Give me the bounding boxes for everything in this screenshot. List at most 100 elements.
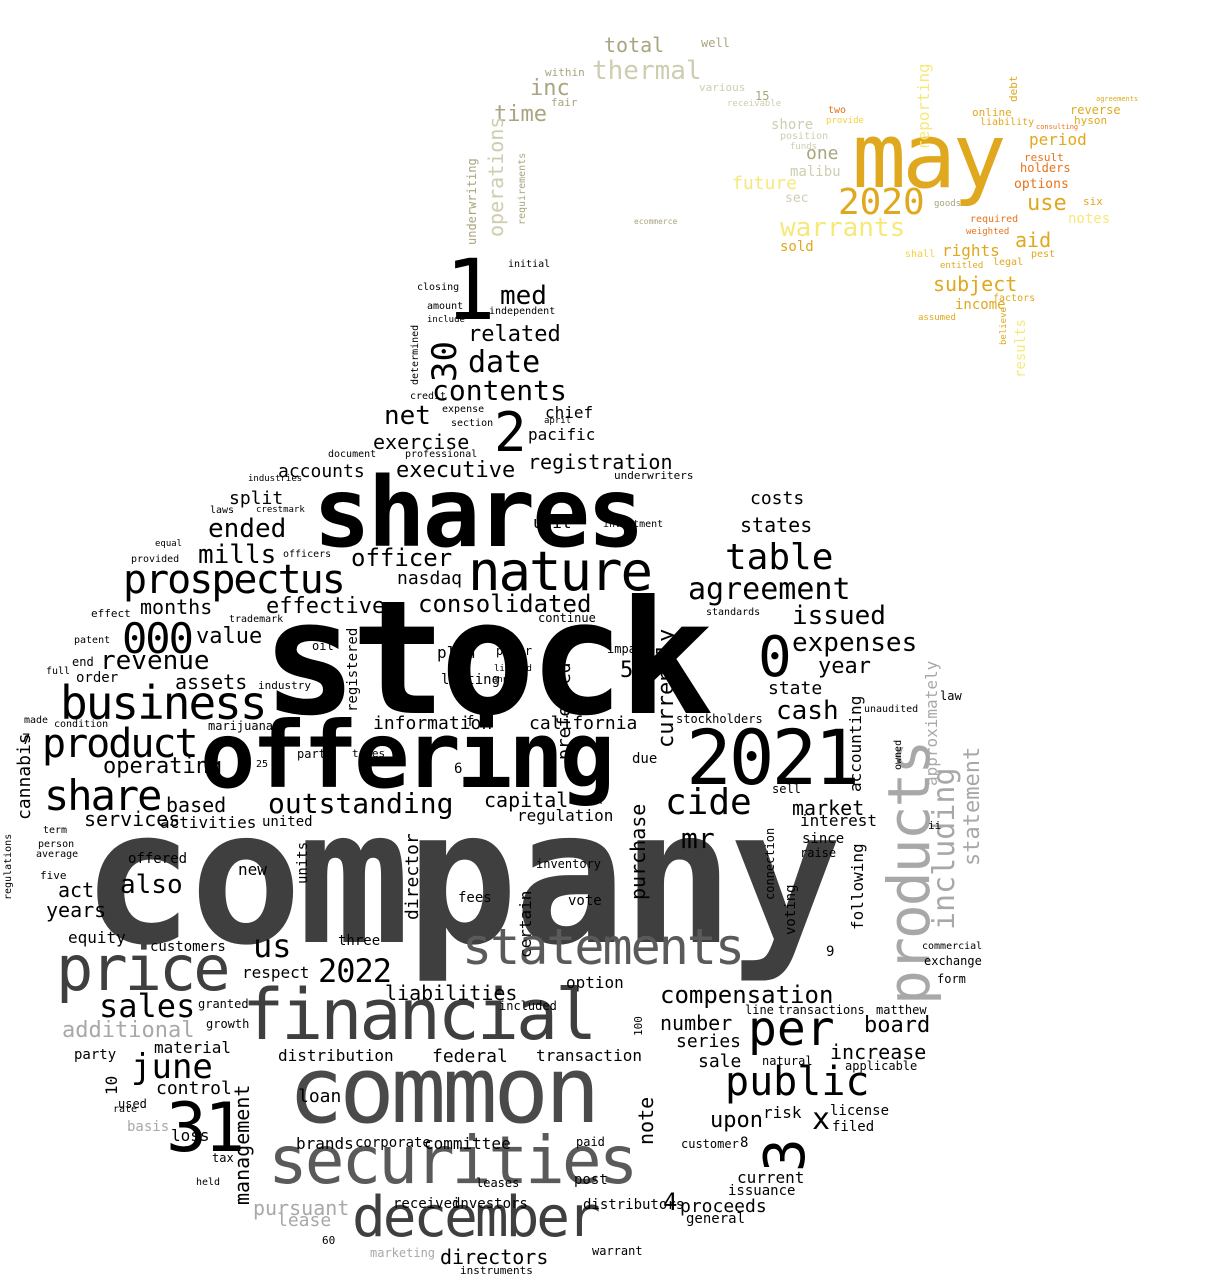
word-sec: sec (785, 191, 809, 206)
word-six: six (1083, 195, 1103, 208)
word-vote: vote (568, 893, 602, 909)
word-goods: goods (934, 199, 962, 209)
word-regulations: regulations (3, 833, 14, 900)
word-fees: fees (458, 890, 492, 906)
word-voting: voting (783, 884, 799, 935)
word-dr: dr (592, 794, 606, 807)
word-underwriting: underwriting (465, 158, 479, 245)
word-corporate: corporate (355, 1135, 431, 1151)
word-taxes: taxes (352, 747, 386, 760)
word-directors: directors (440, 1245, 549, 1269)
word-include: include (427, 315, 465, 325)
word-owned: owned (893, 739, 904, 770)
word-malibu: malibu (790, 164, 841, 180)
word-warrants: warrants (780, 213, 906, 243)
word-31: 31 (166, 1089, 245, 1168)
word-distribution: distribution (278, 1046, 394, 1065)
word-industries: industries (248, 474, 303, 484)
word-industry: industry (258, 679, 311, 692)
word-online: online (972, 106, 1012, 119)
word-company: company (82, 769, 842, 986)
word-distributors: distributors (583, 1197, 685, 1213)
word-included: included (499, 999, 557, 1013)
word-leases: leases (476, 1176, 520, 1190)
word-december: december (352, 1185, 601, 1250)
word-inventory: inventory (536, 857, 602, 871)
word-equal: equal (155, 539, 183, 549)
word-100: 100 (632, 1016, 645, 1036)
word-reverse: reverse (1070, 103, 1121, 117)
word-units: units (295, 841, 311, 884)
word-receivable: receivable (727, 99, 782, 109)
word-registered: registered (345, 627, 361, 712)
word-legal: legal (993, 257, 1024, 268)
word-proceeds: proceeds (680, 1196, 767, 1217)
word-shall: shall (905, 249, 936, 260)
word-60: 60 (322, 1234, 336, 1247)
word-funds: funds (790, 142, 818, 152)
word-exchange: exchange (924, 954, 982, 968)
word-license: license (830, 1103, 890, 1119)
word-7: 7 (22, 732, 31, 748)
word-sales: sales (99, 987, 196, 1025)
word-15: 15 (755, 89, 770, 103)
word-market: market (792, 796, 865, 820)
word-continue: continue (538, 611, 596, 625)
word-option: option (566, 973, 624, 992)
word-patent: patent (74, 635, 111, 646)
word-operations: operations (484, 116, 508, 237)
word-inc: inc (530, 76, 570, 101)
word-well: well (701, 36, 730, 50)
word-prospectus: prospectus (123, 557, 346, 603)
word-year: year (818, 654, 871, 679)
word-raise: raise (800, 846, 837, 860)
word-law: law (940, 689, 962, 703)
word-nasdaq: nasdaq (397, 568, 463, 589)
word-issuance: issuance (728, 1183, 796, 1199)
word-initial: initial (508, 259, 551, 270)
word-line: line (745, 1003, 774, 1017)
word-5: 5 (620, 658, 634, 683)
word-general: general (686, 1211, 746, 1227)
word-matthew: matthew (876, 1003, 927, 1017)
word-act: act (58, 878, 95, 902)
word-unit: unit (533, 513, 572, 532)
word-investment: investment (603, 519, 664, 530)
word-net: net (384, 401, 431, 431)
word-000: 000 (122, 614, 194, 663)
word-pacific: pacific (528, 425, 596, 444)
word-requirements: requirements (517, 152, 528, 225)
word-independent: independent (489, 306, 556, 317)
word-post: post (574, 1172, 608, 1188)
word-factors: factors (993, 293, 1036, 304)
word-8: 8 (740, 1135, 749, 1151)
word-hyson: hyson (1074, 114, 1108, 127)
word-aid: aid (1015, 228, 1052, 252)
word-respect: respect (242, 963, 310, 982)
word-per: per (748, 1001, 835, 1057)
word-future: future (732, 173, 798, 194)
word-notes: notes (1068, 211, 1111, 227)
word-since: since (802, 831, 845, 847)
word-accounting: accounting (846, 695, 865, 792)
word-condition: condition (54, 719, 109, 730)
word-share: share (44, 771, 162, 820)
word-paid: paid (576, 1135, 605, 1149)
word-brands: brands (296, 1134, 354, 1153)
word-underwriters: underwriters (614, 469, 694, 482)
word-listing: listing (441, 672, 501, 688)
word-price: price (56, 932, 231, 1005)
word-transaction: transaction (536, 1046, 642, 1065)
word-applicable: applicable (845, 1059, 918, 1073)
word-standards: standards (706, 607, 761, 618)
word-time: time (494, 102, 547, 127)
word-annual: annual (492, 675, 525, 685)
word-thermal: thermal (592, 56, 702, 86)
word-warrant: warrant (592, 1244, 643, 1258)
word-professional: professional (405, 449, 478, 460)
word-officers: officers (283, 549, 332, 560)
word-offered: offered (128, 851, 188, 867)
word-expenses: expenses (792, 628, 918, 658)
word-2: 2 (494, 401, 527, 464)
word-stock: stock (262, 567, 714, 751)
